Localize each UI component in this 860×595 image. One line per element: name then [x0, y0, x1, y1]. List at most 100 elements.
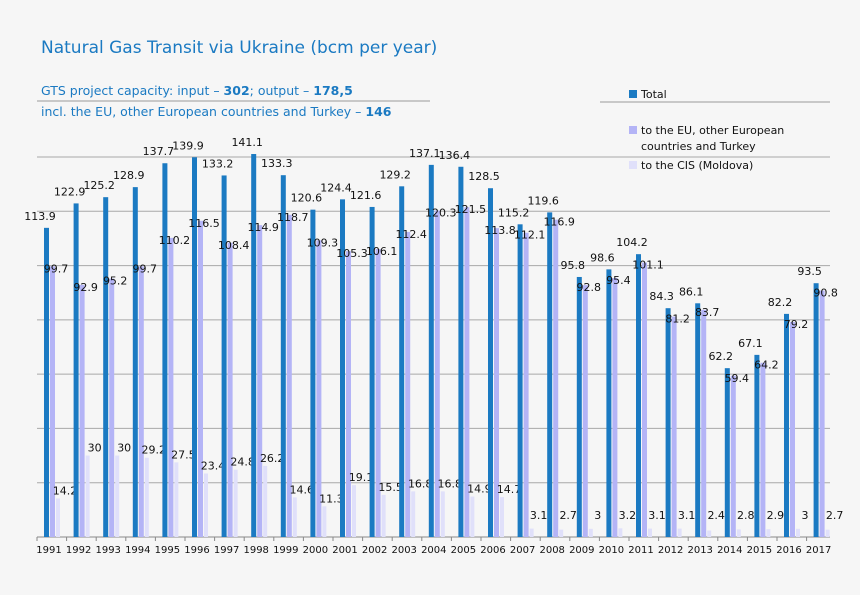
capacity-output-label: ; output –	[249, 83, 314, 98]
legend-swatch-eu	[629, 126, 637, 134]
bar-total	[369, 206, 375, 537]
data-label-cis: 29.2	[142, 444, 167, 457]
eu-capacity-line: incl. the EU, other European countries a…	[41, 104, 391, 119]
data-label-cis: 30	[88, 442, 102, 455]
bar-cis	[825, 529, 830, 537]
bar-total	[251, 154, 257, 537]
data-label-eu: 120.3	[425, 206, 457, 219]
data-label-eu: 118.7	[277, 211, 309, 224]
data-label-total: 119.6	[527, 194, 559, 207]
bar-total	[310, 209, 316, 537]
data-label-total: 129.2	[379, 168, 411, 181]
bar-total	[488, 188, 493, 537]
bar-eu	[405, 231, 411, 537]
bar-cis	[618, 528, 623, 537]
data-label-cis: 2.8	[737, 509, 755, 522]
bar-cis	[204, 473, 208, 537]
bar-total	[576, 276, 582, 537]
bar-total	[606, 269, 612, 537]
data-label-total: 82.2	[768, 296, 793, 309]
data-label-total: 95.8	[561, 259, 586, 272]
x-tick-label: 1997	[214, 545, 239, 556]
data-label-cis: 2.4	[707, 509, 725, 522]
bar-eu	[642, 262, 647, 537]
data-label-eu: 95.4	[606, 274, 631, 287]
x-tick-label: 2005	[451, 545, 476, 556]
capacity-output-value: 178,5	[313, 83, 353, 98]
data-label-total: 115.2	[498, 206, 530, 219]
bar-total	[73, 203, 79, 537]
bar-total	[547, 212, 553, 537]
data-label-total: 121.6	[350, 189, 382, 202]
data-label-cis: 3.1	[678, 509, 696, 522]
bar-cis	[529, 528, 534, 537]
data-label-cis: 15.5	[378, 481, 403, 494]
eu-capacity-label: incl. the EU, other European countries a…	[41, 104, 366, 119]
data-label-total: 120.6	[291, 192, 323, 205]
legend-label-eu: to the EU, other European countries and …	[641, 124, 785, 153]
legend-total: Total	[629, 87, 667, 103]
data-label-total: 67.1	[738, 337, 763, 350]
bar-cis	[707, 530, 712, 537]
bar-eu	[286, 214, 292, 538]
bar-cis	[144, 457, 149, 537]
bar-cis	[85, 455, 90, 537]
bar-eu	[138, 266, 144, 537]
bar-total	[695, 303, 701, 537]
bar-eu	[582, 285, 588, 537]
data-label-total: 86.1	[679, 285, 704, 298]
data-label-cis: 11.3	[319, 492, 344, 505]
data-label-total: 122.9	[54, 185, 86, 198]
x-tick-label: 2014	[717, 545, 742, 556]
data-label-eu: 121.5	[455, 203, 487, 216]
bar-cis	[677, 528, 682, 537]
data-label-cis: 30	[117, 442, 131, 455]
data-label-eu: 116.5	[188, 217, 220, 230]
bar-total	[813, 283, 819, 537]
bar-cis	[766, 529, 771, 537]
data-label-eu: 110.2	[159, 234, 191, 247]
data-label-cis: 3.1	[648, 509, 666, 522]
data-label-cis: 3	[802, 509, 809, 522]
data-label-total: 104.2	[616, 236, 648, 249]
legend-swatch-cis	[629, 161, 637, 169]
bar-cis	[796, 528, 800, 537]
bar-cis	[56, 498, 60, 537]
data-label-eu: 99.7	[44, 262, 69, 275]
bar-total	[636, 254, 641, 537]
data-label-total: 124.4	[320, 181, 352, 194]
data-label-total: 113.9	[24, 210, 56, 223]
data-label-cis: 24.8	[230, 456, 255, 469]
x-tick-label: 1994	[125, 545, 150, 556]
data-label-cis: 14.7	[497, 483, 522, 496]
data-label-eu: 114.9	[247, 221, 279, 234]
data-label-cis: 3	[594, 509, 601, 522]
capacity-input-label: GTS project capacity: input –	[41, 83, 224, 98]
bar-cis	[470, 496, 475, 537]
data-label-total: 141.1	[231, 136, 263, 149]
bar-eu	[198, 220, 203, 538]
bar-eu	[346, 251, 351, 537]
x-tick-label: 2008	[539, 545, 564, 556]
bar-eu	[523, 232, 529, 537]
data-label-cis: 16.8	[408, 477, 433, 490]
data-label-eu: 92.8	[577, 281, 602, 294]
bar-cis	[500, 497, 504, 537]
bar-cis	[648, 528, 652, 537]
bar-eu	[168, 237, 174, 537]
data-label-eu: 116.9	[543, 216, 575, 229]
x-tick-label: 2001	[332, 545, 357, 556]
bar-total	[221, 175, 227, 537]
bar-cis	[352, 485, 356, 537]
bar-cis	[174, 462, 179, 537]
bar-total	[399, 186, 405, 538]
data-label-eu: 101.1	[632, 259, 664, 272]
bar-total	[428, 164, 434, 537]
data-label-cis: 2.7	[559, 509, 577, 522]
data-label-cis: 14.6	[290, 483, 315, 496]
bar-eu	[257, 225, 263, 537]
bar-eu	[79, 284, 85, 537]
bar-eu	[494, 228, 499, 537]
x-tick-label: 2006	[480, 545, 505, 556]
data-label-total: 84.3	[649, 290, 674, 303]
